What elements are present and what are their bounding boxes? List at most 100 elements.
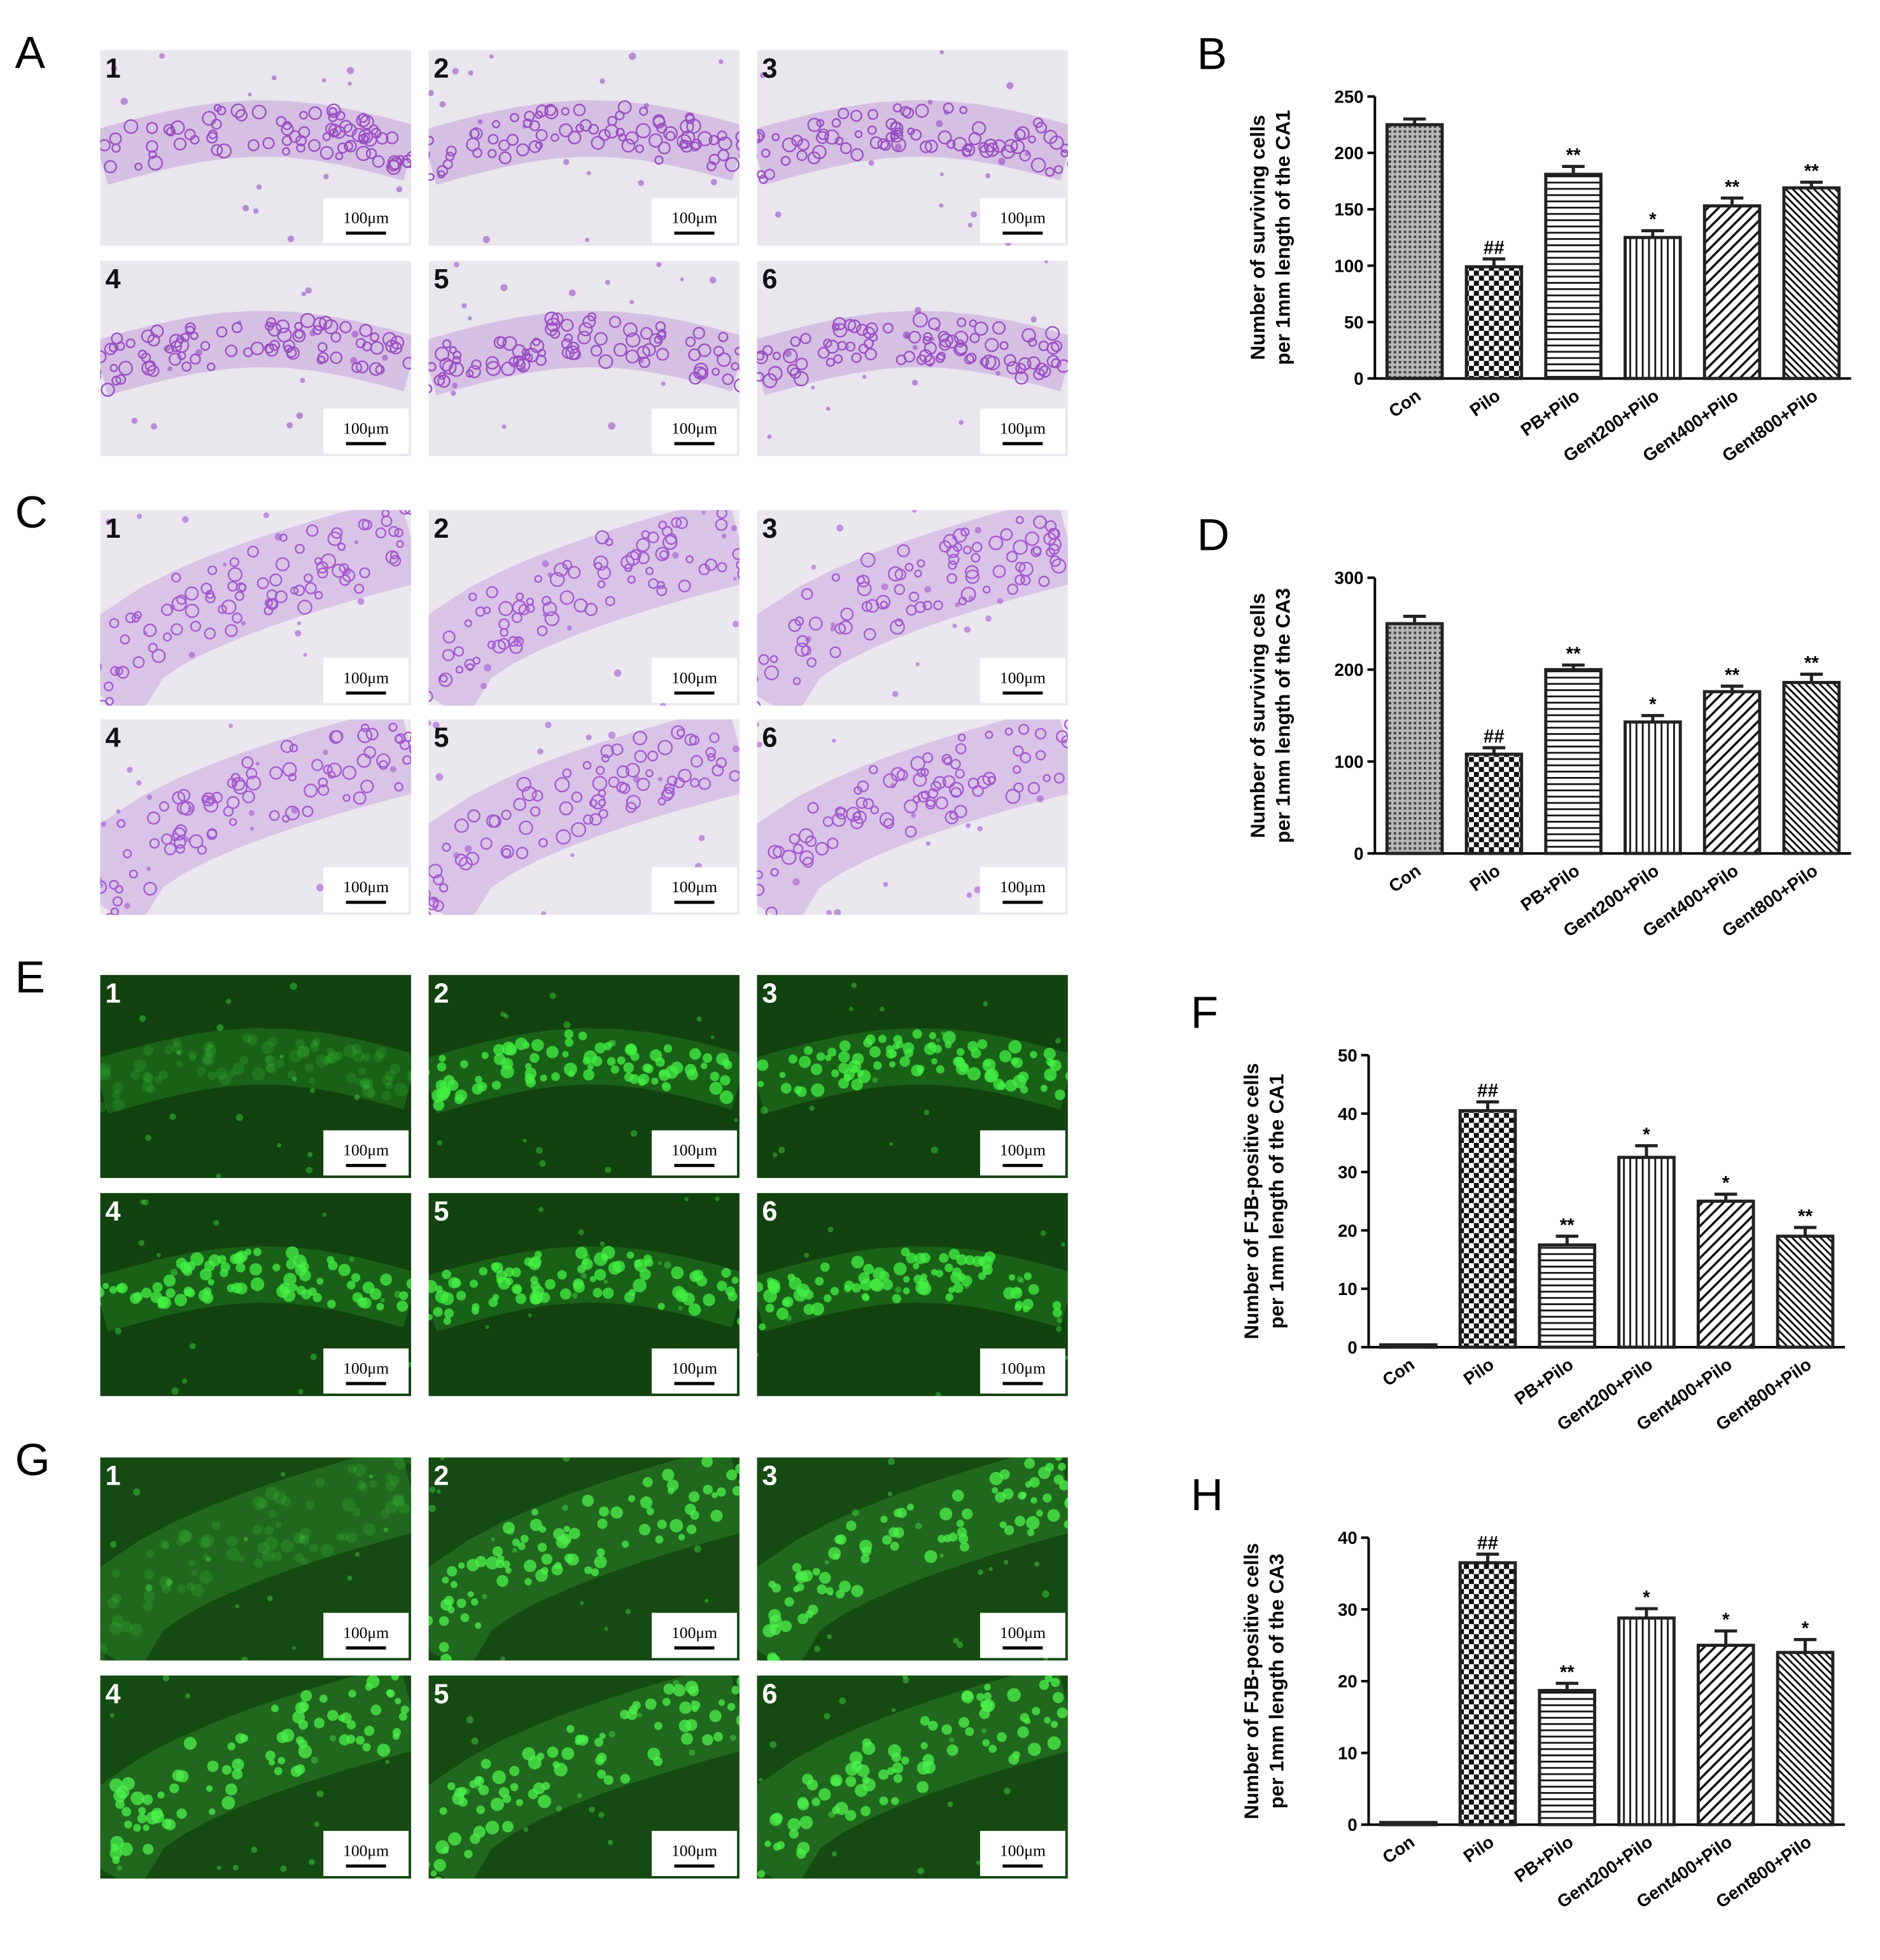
scattered-cell — [978, 1569, 984, 1576]
cell — [572, 1278, 584, 1290]
cell — [215, 1067, 228, 1080]
cell — [380, 1509, 389, 1518]
cell — [599, 1732, 606, 1739]
cell — [707, 753, 716, 762]
cell — [717, 130, 727, 141]
cell — [327, 1709, 339, 1721]
cell — [639, 1268, 651, 1280]
significance-label: * — [1649, 694, 1657, 715]
cell — [738, 152, 740, 159]
scattered-cell — [453, 852, 460, 859]
scattered-cell — [927, 99, 933, 105]
scattered-cell — [709, 276, 717, 284]
cell — [509, 1765, 520, 1777]
cell — [152, 1282, 163, 1292]
cell — [280, 1539, 294, 1553]
cell — [169, 1783, 179, 1794]
cell — [623, 1062, 634, 1074]
scattered-cell — [222, 563, 227, 567]
scattered-cell — [471, 1737, 479, 1745]
cell — [593, 1287, 603, 1298]
cell — [492, 1546, 503, 1557]
cell — [227, 1284, 235, 1292]
cell — [610, 1065, 619, 1074]
image-content — [757, 1226, 1086, 1396]
cell — [1033, 368, 1046, 381]
cell — [807, 802, 819, 814]
cell — [846, 1520, 857, 1531]
cell — [656, 347, 670, 361]
image-content — [757, 260, 1068, 439]
image-number: 5 — [433, 264, 449, 295]
cell — [523, 118, 533, 129]
cell — [559, 1288, 572, 1300]
bar — [1624, 235, 1682, 381]
scale-bar-label: 100μm — [1000, 878, 1046, 896]
cell — [1045, 326, 1060, 341]
scattered-cell — [350, 357, 358, 365]
scattered-cell — [347, 81, 352, 86]
cell — [203, 1042, 212, 1051]
cell — [442, 843, 451, 852]
cell — [688, 1303, 701, 1316]
cell — [144, 1073, 154, 1083]
cell — [712, 367, 720, 376]
scattered-cell — [614, 669, 622, 677]
cell — [757, 1081, 764, 1088]
cell — [389, 1063, 400, 1074]
error-bar — [1641, 229, 1664, 238]
cell — [265, 1054, 276, 1066]
cell — [559, 801, 573, 816]
cell — [673, 1684, 686, 1697]
cell — [1018, 357, 1032, 371]
cell — [502, 1794, 512, 1803]
cell — [492, 1770, 506, 1784]
scattered-cell — [522, 124, 527, 129]
cell-band — [428, 510, 740, 706]
scattered-cell — [286, 422, 293, 429]
cell — [705, 558, 717, 571]
cell — [825, 1054, 832, 1061]
cell — [901, 1756, 909, 1765]
scattered-cell — [892, 690, 899, 697]
cell — [423, 497, 435, 509]
scattered-cell — [995, 370, 1000, 376]
cell — [740, 697, 752, 708]
cell — [768, 1580, 776, 1588]
scattered-cell — [146, 867, 151, 872]
cell — [568, 566, 581, 579]
cell — [833, 354, 843, 364]
cell — [88, 1851, 99, 1861]
cell — [100, 350, 107, 363]
cell — [967, 1067, 981, 1081]
y-tick-label: 200 — [1335, 660, 1364, 680]
cell — [1075, 1311, 1086, 1322]
cell — [300, 1690, 312, 1702]
cell — [415, 136, 422, 143]
cell — [820, 1262, 830, 1272]
cell-band — [100, 719, 411, 915]
cell — [948, 554, 960, 565]
cell — [458, 1797, 468, 1807]
scattered-cell — [977, 826, 983, 832]
scattered-cell — [563, 158, 570, 165]
cell — [916, 1761, 930, 1775]
bar — [1782, 681, 1841, 855]
scattered-cell — [243, 1537, 248, 1542]
scattered-cell — [127, 766, 133, 773]
cell — [498, 139, 510, 151]
cell — [242, 790, 255, 804]
scattered-cell — [949, 1737, 955, 1743]
cell — [77, 1306, 90, 1319]
scattered-cell — [310, 1353, 317, 1361]
cell — [305, 1063, 314, 1072]
cell — [888, 1049, 897, 1058]
cell — [401, 154, 411, 169]
cell — [412, 344, 421, 353]
cell — [582, 814, 594, 825]
cell — [561, 338, 572, 349]
cell — [282, 815, 290, 823]
cell — [944, 334, 959, 349]
